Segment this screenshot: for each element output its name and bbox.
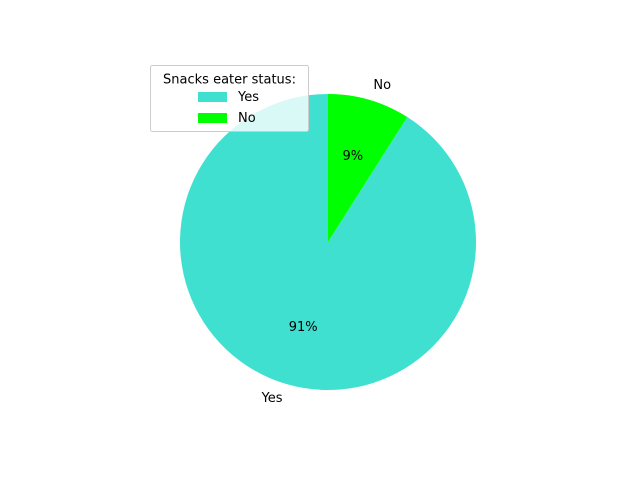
labels-layer: 91% Yes 9% No (261, 78, 392, 406)
legend-entry-yes: Yes (237, 90, 259, 105)
legend-title: Snacks eater status: (163, 73, 296, 88)
slices-layer (179, 93, 476, 390)
pie-slice-no (328, 94, 408, 242)
category-label-yes: Yes (261, 391, 283, 406)
legend-frame (150, 65, 309, 132)
legend-entry-no: No (238, 111, 256, 126)
percent-label-no: 9% (342, 149, 363, 164)
legend-swatch-yes (198, 92, 227, 102)
percent-label-yes: 91% (289, 320, 318, 335)
pie-slice-yes (179, 93, 476, 390)
legend-swatch-no (198, 113, 227, 123)
category-label-no: No (373, 78, 391, 93)
legend: Snacks eater status: Yes No (150, 65, 309, 132)
